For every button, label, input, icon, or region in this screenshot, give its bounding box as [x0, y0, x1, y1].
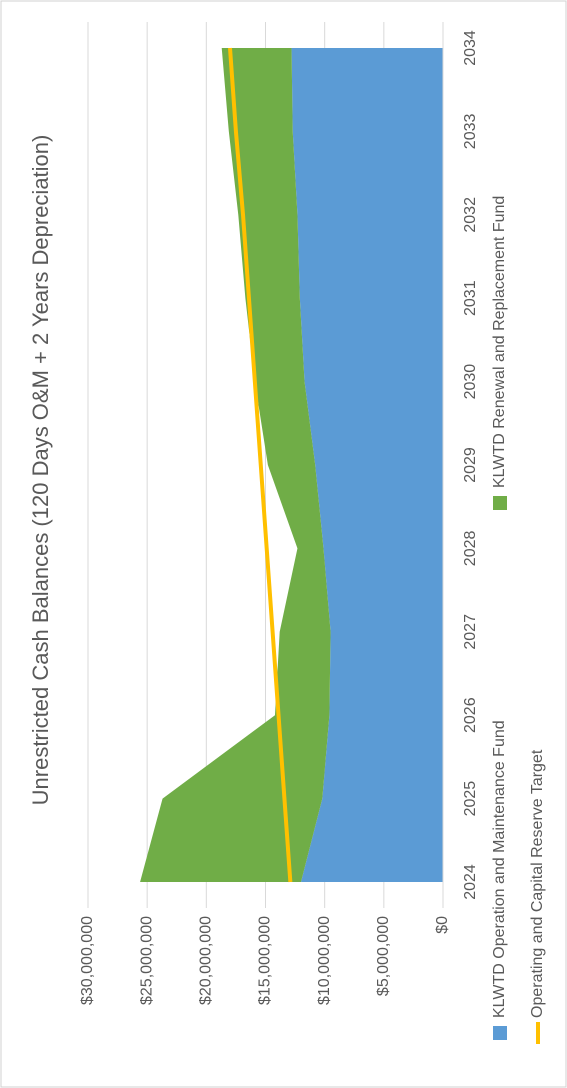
- legend-label: KLWTD Renewal and Replacement Fund: [491, 196, 508, 488]
- x-tick-label: 2026: [462, 697, 479, 733]
- x-tick-label: 2024: [462, 864, 479, 900]
- y-tick-label: $15,000,000: [257, 916, 274, 1005]
- rotated-chart: Unrestricted Cash Balances (120 Days O&M…: [28, 22, 546, 1044]
- y-tick-label: $30,000,000: [79, 916, 96, 1005]
- y-tick-label: $10,000,000: [316, 916, 333, 1005]
- x-tick-label: 2032: [462, 197, 479, 233]
- legend-swatch: [493, 496, 507, 510]
- area: [291, 48, 443, 882]
- x-tick-label: 2025: [462, 781, 479, 817]
- chart-title: Unrestricted Cash Balances (120 Days O&M…: [28, 135, 53, 806]
- x-tick-label: 2034: [462, 30, 479, 66]
- x-tick-label: 2031: [462, 280, 479, 316]
- x-tick-label: 2030: [462, 364, 479, 400]
- y-tick-label: $25,000,000: [138, 916, 155, 1005]
- legend-label: Operating and Capital Reserve Target: [529, 749, 546, 1018]
- y-tick-label: $0: [434, 916, 451, 934]
- y-tick-label: $5,000,000: [375, 916, 392, 996]
- x-tick-label: 2027: [462, 614, 479, 650]
- line: [228, 47, 293, 883]
- x-tick-label: 2028: [462, 531, 479, 567]
- y-tick-label: $20,000,000: [198, 916, 215, 1005]
- legend-label: KLWTD Operation and Maintenance Fund: [491, 720, 508, 1018]
- legend-swatch: [493, 1026, 507, 1040]
- area: [140, 48, 331, 882]
- x-tick-label: 2029: [462, 447, 479, 483]
- x-tick-label: 2033: [462, 114, 479, 150]
